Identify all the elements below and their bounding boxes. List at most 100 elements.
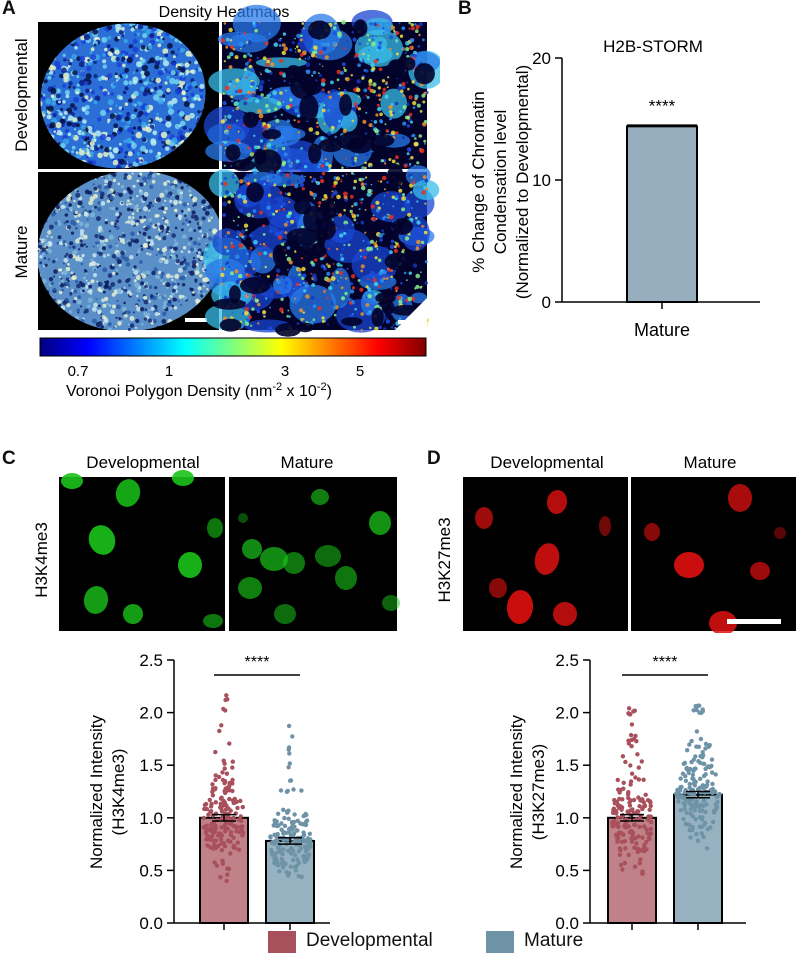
y-axis-label: Normalized Intensity <box>507 715 526 870</box>
data-point <box>222 829 228 834</box>
colorbar-tick-label: 0.7 <box>68 363 89 380</box>
data-point <box>679 784 684 790</box>
data-point <box>272 860 277 865</box>
data-point <box>680 771 686 776</box>
data-point <box>633 836 638 841</box>
data-point <box>212 787 218 792</box>
data-point <box>637 824 642 830</box>
data-point <box>275 823 280 829</box>
data-point <box>687 785 692 790</box>
data-point <box>231 845 236 850</box>
data-point <box>204 806 210 812</box>
data-point <box>222 766 227 771</box>
chart-title: H2B-STORM <box>603 37 703 56</box>
nucleus <box>475 507 493 529</box>
data-point <box>617 831 622 836</box>
data-point <box>626 706 632 711</box>
data-point <box>212 830 217 835</box>
data-point <box>230 781 235 786</box>
data-point <box>205 843 210 848</box>
data-point <box>683 821 688 827</box>
data-point <box>693 754 698 759</box>
data-point <box>695 838 701 843</box>
data-point <box>282 823 288 829</box>
nucleus <box>506 590 534 624</box>
data-point <box>621 786 626 791</box>
data-point <box>684 810 689 816</box>
panel-c-header-mature: Mature <box>281 453 334 472</box>
data-point <box>626 790 631 795</box>
data-point <box>636 834 641 839</box>
data-point <box>292 812 297 817</box>
data-point <box>696 759 701 764</box>
data-point <box>687 827 692 833</box>
data-point <box>687 742 692 747</box>
y-axis-label: % Change of Chromatin <box>469 91 488 272</box>
panel-c-row-label: H3K4me3 <box>32 522 51 598</box>
data-point <box>286 848 291 854</box>
data-point <box>704 784 709 789</box>
data-point <box>692 808 698 813</box>
data-point <box>710 781 715 787</box>
data-point <box>218 837 224 842</box>
data-point <box>238 814 243 819</box>
data-point <box>648 831 654 836</box>
data-point <box>620 797 625 802</box>
data-point <box>222 844 228 849</box>
data-point <box>692 766 697 772</box>
data-point <box>648 819 654 825</box>
data-point <box>633 775 638 780</box>
data-point <box>209 801 214 807</box>
data-point <box>214 863 220 868</box>
data-point <box>222 781 227 786</box>
data-point <box>228 830 234 835</box>
data-point <box>293 868 298 873</box>
panel-d-row-label: H3K27me3 <box>435 517 454 602</box>
data-point <box>211 846 216 851</box>
data-point <box>629 828 634 834</box>
legend: Developmental Mature <box>268 928 628 956</box>
data-point <box>286 745 292 750</box>
data-point <box>284 870 289 875</box>
data-point <box>642 843 647 848</box>
data-point <box>304 818 310 823</box>
data-point <box>612 797 617 803</box>
data-point <box>213 800 218 805</box>
data-point <box>636 809 641 814</box>
nucleus <box>115 479 141 507</box>
data-point <box>682 806 687 812</box>
data-point <box>715 799 720 805</box>
data-point <box>277 869 282 874</box>
data-point <box>225 816 230 821</box>
data-point <box>286 765 291 770</box>
data-point <box>213 777 218 783</box>
data-point <box>643 792 648 797</box>
data-point <box>302 844 308 849</box>
data-point <box>691 757 696 762</box>
nucleus <box>311 489 329 505</box>
data-point <box>272 841 277 846</box>
data-point <box>639 759 644 764</box>
data-point <box>628 763 633 768</box>
data-point <box>210 834 215 839</box>
data-point <box>232 796 237 802</box>
data-point <box>287 761 292 766</box>
data-point <box>623 823 628 828</box>
data-point <box>693 817 698 822</box>
y-tick-label: 2.5 <box>555 651 579 670</box>
data-point <box>219 847 225 853</box>
y-axis-label: (Normalized to Developmental) <box>513 65 532 299</box>
nucleus <box>335 566 357 590</box>
data-point <box>690 776 695 781</box>
data-point <box>622 860 628 866</box>
data-point <box>620 754 626 759</box>
data-point <box>688 806 693 812</box>
data-point <box>648 826 653 832</box>
nucleus <box>546 490 568 514</box>
data-point <box>209 822 214 827</box>
data-point <box>293 864 298 870</box>
data-point <box>220 770 225 775</box>
data-point <box>225 785 230 790</box>
data-point <box>275 811 281 816</box>
data-point <box>688 835 693 840</box>
